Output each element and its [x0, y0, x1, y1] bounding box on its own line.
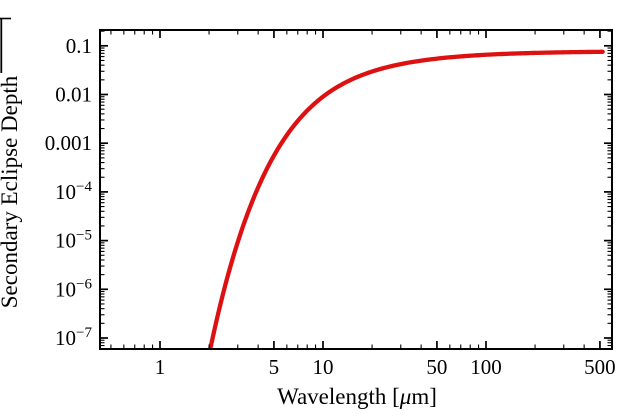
y-axis-tick-labels: 0.1 0.01 0.001 10−4 10−5 10−6 10−7 — [45, 34, 93, 350]
eclipse-depth-curve — [208, 49, 605, 349]
tick-label: 5 — [269, 355, 280, 379]
tick-label: 0.1 — [66, 34, 92, 58]
tick-label: 10−4 — [55, 179, 92, 204]
x-axis-tick-labels: 1 5 10 50 100 500 — [155, 355, 616, 379]
tick-label: 10−6 — [55, 276, 92, 301]
tick-label: 0.001 — [45, 131, 92, 155]
tick-label: 50 — [426, 355, 447, 379]
tick-label: 1 — [155, 355, 166, 379]
page-corner-mark — [0, 17, 11, 73]
plot-frame — [99, 29, 613, 350]
x-axis-title: Wavelength [μm] — [277, 384, 437, 409]
tick-label: 100 — [470, 355, 502, 379]
tick-label: 10−7 — [55, 325, 92, 350]
tick-label: 10−5 — [55, 228, 92, 253]
tick-label: 0.01 — [55, 83, 92, 107]
y-axis-title: Secondary Eclipse Depth — [0, 75, 22, 308]
tick-label: 500 — [584, 355, 616, 379]
tick-label: 10 — [313, 355, 334, 379]
